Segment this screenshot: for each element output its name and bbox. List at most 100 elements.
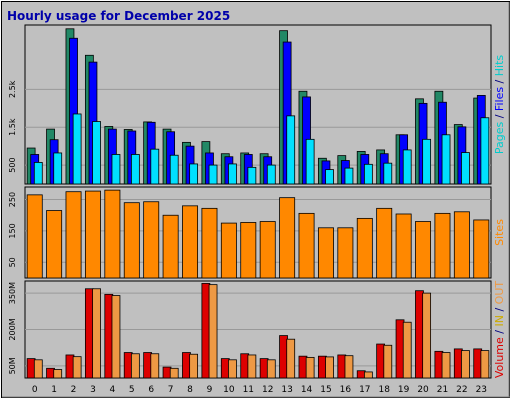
bar-pages-9 [208,164,218,185]
bar-sites-0 [26,194,43,279]
bar-sites-9 [201,207,218,279]
chart-panels: 500 1.5k 2.5k Pages / Files / Hits 50 150 250 S… [8,24,506,379]
bar-sites-14 [298,212,315,279]
bar-sites-12 [259,221,276,279]
bar-out-0 [33,359,43,379]
bar-pages-11 [247,166,257,185]
x-tick-label-5: 5 [129,385,135,395]
y-tick-label: 1.5k [8,118,17,136]
bar-pages-16 [344,167,354,185]
bar-pages-10 [228,163,237,185]
bar-pages-13 [286,115,296,185]
bar-pages-2 [72,113,82,185]
legend-part: / [493,327,506,338]
bar-out-1 [53,369,63,379]
bar-sites-6 [143,201,160,279]
panel-requests: 500 1.5k 2.5k Pages / Files / Hits [8,24,506,185]
panel-legend-sites: Sites [493,219,506,246]
bar-out-2 [72,356,82,379]
bar-pages-8 [189,163,199,185]
x-tick-label-7: 7 [168,385,174,395]
bar-pages-6 [150,148,160,185]
bar-out-22 [461,350,470,379]
legend-part: / [493,111,506,122]
y-tick-label: 200M [8,318,17,340]
x-tick-label-16: 16 [340,385,352,395]
x-tick-label-11: 11 [243,385,254,395]
legend-part: IN [493,315,506,326]
bar-sites-20 [415,221,432,279]
legend-part: / [493,76,506,87]
bar-sites-7 [162,214,179,279]
bar-sites-15 [317,227,334,279]
panel-legend-volume: Volume / IN / OUT [493,281,506,379]
panel-frame-sites [24,186,492,279]
bar-pages-15 [325,169,334,185]
bar-sites-17 [356,217,373,279]
bar-pages-14 [305,138,315,185]
x-tick-label-9: 9 [207,385,213,395]
x-tick-label-19: 19 [398,385,410,395]
x-tick-label-15: 15 [320,385,331,395]
bar-sites-10 [220,222,237,279]
y-tick-label: 250 [8,192,17,207]
legend-part: Pages [493,122,506,155]
x-tick-label-4: 4 [110,385,116,395]
x-tick-labels: 0 1 2 3 4 5 6 7 8 9 10 11 12 13 14 15 16 17 18 19 20 21 22 23 [32,385,487,395]
bar-pages-12 [266,164,276,185]
panel-sites: 50 150 250 Sites [8,186,506,279]
bar-sites-13 [279,197,296,279]
x-tick-label-14: 14 [301,385,313,395]
bar-out-17 [363,371,373,379]
x-tick-label-8: 8 [187,385,193,395]
bar-out-4 [111,295,121,379]
bar-sites-5 [123,202,140,279]
x-tick-label-13: 13 [281,385,292,395]
bar-pages-21 [441,134,451,185]
legend-part: / [493,304,506,315]
bar-pages-23 [480,117,490,185]
x-tick-label-0: 0 [32,385,38,395]
bar-pages-18 [383,162,393,185]
x-tick-label-17: 17 [359,385,370,395]
bar-out-7 [169,367,179,379]
bar-sites-21 [434,212,451,279]
x-tick-label-23: 23 [476,385,487,395]
bar-sites-3 [84,190,101,279]
legend-part: Volume [493,337,506,378]
bar-pages-22 [461,152,470,185]
x-tick-label-6: 6 [148,385,154,395]
x-tick-label-10: 10 [223,385,235,395]
y-tick-label: 350M [8,282,17,304]
x-tick-label-20: 20 [417,385,429,395]
bar-sites-23 [473,219,490,279]
legend-part: OUT [493,281,506,305]
bar-out-18 [383,344,393,379]
bar-pages-19 [402,149,412,185]
bar-out-15 [325,356,334,379]
bar-sites-11 [240,222,257,279]
bar-sites-1 [46,210,63,279]
panel-volume: 50M 200M 350M Volume / IN / OUT [8,280,506,379]
bar-sites-4 [104,189,121,279]
bar-sites-8 [182,205,199,279]
bar-out-12 [266,359,276,379]
bar-sites-19 [395,213,412,279]
bar-pages-4 [111,154,121,185]
panel-frame-requests [24,24,492,185]
x-tick-label-21: 21 [437,385,448,395]
bar-out-6 [150,353,160,379]
x-tick-label-1: 1 [51,385,57,395]
bar-out-9 [208,284,218,379]
x-tick-label-2: 2 [71,385,77,395]
chart-title: Hourly usage for December 2025 [7,9,230,23]
bar-pages-20 [422,138,432,185]
x-tick-label-22: 22 [456,385,467,395]
bar-out-19 [402,321,412,379]
legend-part: Sites [493,219,506,246]
panel-legend-requests: Pages / Files / Hits [493,55,506,155]
y-tick-label: 500 [8,157,17,172]
bar-out-13 [286,338,296,379]
